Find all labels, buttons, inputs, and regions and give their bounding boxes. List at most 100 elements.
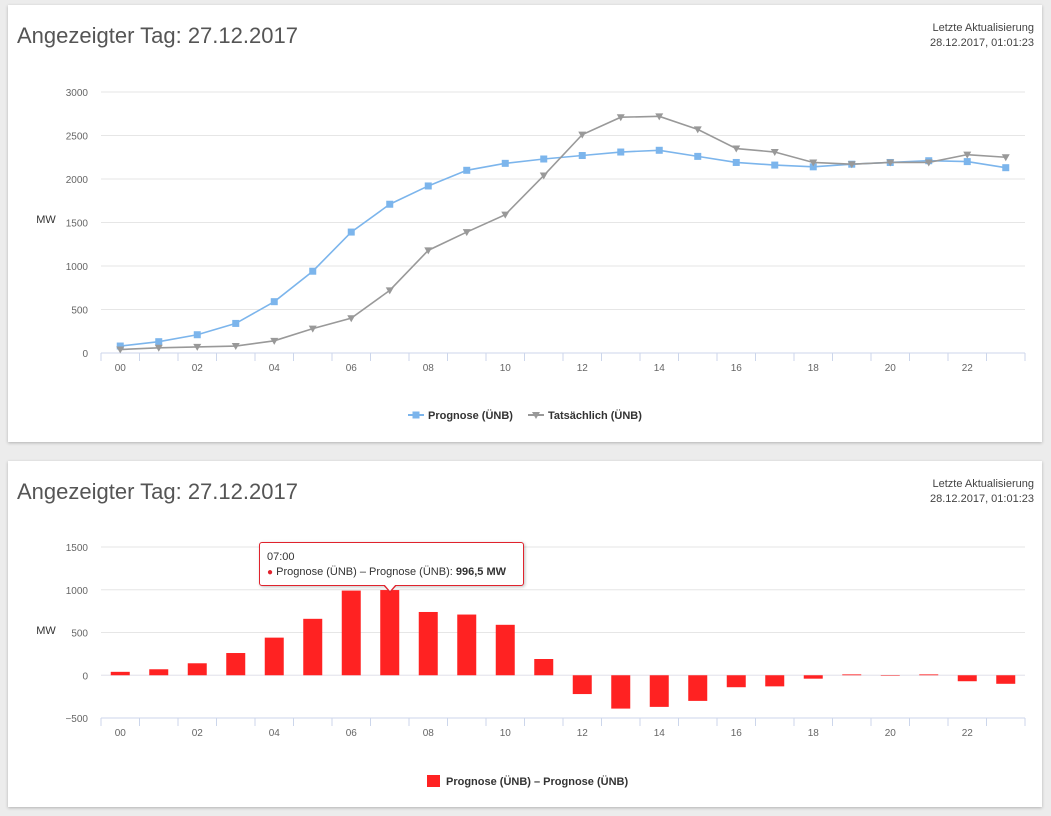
x-tick-label: 22 xyxy=(962,363,974,374)
y-tick-label: 500 xyxy=(71,629,88,640)
bar xyxy=(919,674,939,676)
x-tick-label: 10 xyxy=(500,363,512,374)
data-point xyxy=(270,298,278,306)
bar xyxy=(572,675,592,695)
data-point xyxy=(386,200,394,208)
y-tick-label: 0 xyxy=(82,671,88,682)
data-point xyxy=(809,163,817,171)
data-point xyxy=(694,152,702,160)
data-point xyxy=(578,152,586,160)
data-point xyxy=(924,159,933,167)
x-tick-label: 04 xyxy=(269,363,281,374)
bar xyxy=(380,590,400,676)
data-point xyxy=(1001,154,1010,162)
bar xyxy=(957,675,977,682)
data-point xyxy=(232,319,240,327)
data-point xyxy=(771,161,779,169)
bar xyxy=(842,674,862,676)
bar xyxy=(341,590,361,676)
bar xyxy=(457,614,477,676)
x-tick-label: 08 xyxy=(423,728,435,739)
y-tick-label: 1000 xyxy=(66,586,89,597)
data-point xyxy=(270,337,279,345)
data-point xyxy=(578,131,587,139)
x-tick-label: 12 xyxy=(577,363,589,374)
data-point xyxy=(308,325,317,333)
legend-marker xyxy=(532,412,540,419)
legend-marker xyxy=(427,775,440,787)
tooltip-value: 996,5 MW xyxy=(455,566,506,578)
bar-chart[interactable]: −500 0 500 1000 1500 00 02 04 06 08 10 12 14 16 18 20 22… xyxy=(8,461,1042,807)
data-point xyxy=(655,113,664,121)
legend-label: Prognose (ÜNB) – Prognose (ÜNB) xyxy=(446,775,628,788)
data-point xyxy=(193,343,202,351)
bar xyxy=(187,663,207,676)
bar xyxy=(110,671,130,676)
bar xyxy=(880,675,900,676)
data-point xyxy=(540,155,548,163)
x-tick-label: 02 xyxy=(192,728,204,739)
data-point xyxy=(501,159,509,167)
y-tick-label: 500 xyxy=(71,306,88,317)
chart-tooltip: 07:00 ● Prognose (ÜNB) – Prognose (ÜNB):… xyxy=(259,542,524,593)
bar xyxy=(495,624,515,676)
last-update-time: 28.12.2017, 01:01:23 xyxy=(930,37,1034,49)
x-tick-label: 02 xyxy=(192,363,204,374)
data-point xyxy=(539,172,548,180)
line-chart-panel: Angezeigter Tag: 27.12.2017 Letzte Aktua… xyxy=(8,5,1042,442)
data-point xyxy=(154,344,163,352)
series-line xyxy=(120,115,1006,351)
x-tick-label: 12 xyxy=(577,728,589,739)
tooltip-row: ● Prognose (ÜNB) – Prognose (ÜNB): 996,5… xyxy=(267,566,506,578)
x-tick-label: 04 xyxy=(269,728,281,739)
y-tick-label: 2000 xyxy=(66,175,89,186)
data-point xyxy=(1002,164,1010,172)
tooltip-dot-icon: ● xyxy=(267,567,274,578)
last-update-time: 28.12.2017, 01:01:23 xyxy=(930,493,1034,505)
tooltip-series: Prognose (ÜNB) – Prognose (ÜNB): xyxy=(276,566,453,578)
x-tick-label: 16 xyxy=(731,728,743,739)
x-tick-label: 06 xyxy=(346,728,358,739)
data-point xyxy=(116,346,125,354)
data-point xyxy=(963,151,972,159)
bar xyxy=(803,675,823,679)
y-tick-label: 2500 xyxy=(66,132,89,143)
legend-label: Tatsächlich (ÜNB) xyxy=(548,409,642,422)
data-point xyxy=(347,228,355,236)
x-tick-label: 18 xyxy=(808,728,820,739)
bar xyxy=(765,675,785,687)
x-tick-label: 22 xyxy=(962,728,974,739)
series-line xyxy=(120,149,1006,347)
data-point xyxy=(963,158,971,166)
data-point xyxy=(732,145,741,153)
data-point xyxy=(193,331,201,339)
data-point xyxy=(347,315,356,323)
line-chart[interactable]: 0 500 1000 1500 2000 2500 3000 00 02 04 06 08 10 12 14… xyxy=(8,5,1042,442)
bar xyxy=(726,675,746,688)
data-point xyxy=(655,146,663,154)
tooltip-time: 07:00 xyxy=(267,551,295,563)
last-update-label: Letzte Aktualisierung xyxy=(932,478,1034,490)
bar xyxy=(996,675,1016,684)
x-tick-label: 00 xyxy=(115,728,127,739)
data-point xyxy=(617,148,625,156)
bar xyxy=(149,669,169,676)
tooltip-arrow-inner xyxy=(384,584,396,591)
x-tick-label: 16 xyxy=(731,363,743,374)
data-point xyxy=(693,126,702,134)
x-tick-label: 20 xyxy=(885,728,897,739)
legend-marker xyxy=(412,411,420,419)
x-tick-label: 06 xyxy=(346,363,358,374)
y-tick-label: 1500 xyxy=(66,543,89,554)
data-point xyxy=(116,342,124,350)
bar xyxy=(418,611,438,676)
data-point xyxy=(847,161,856,169)
panel-title: Angezeigter Tag: 27.12.2017 xyxy=(17,479,298,504)
y-tick-label: 1500 xyxy=(66,219,89,230)
x-tick-label: 10 xyxy=(500,728,512,739)
data-point xyxy=(463,166,471,174)
data-point xyxy=(770,149,779,157)
legend-label: Prognose (ÜNB) xyxy=(428,409,513,422)
x-tick-label: 00 xyxy=(115,363,127,374)
x-tick-label: 14 xyxy=(654,728,666,739)
